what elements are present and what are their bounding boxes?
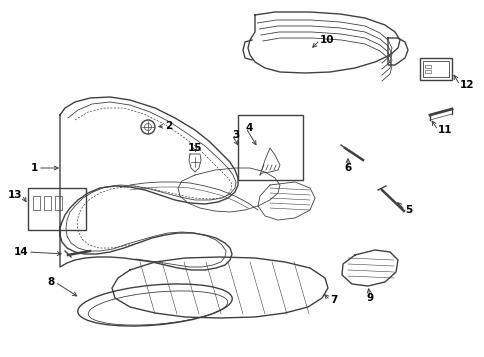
Text: 2: 2	[165, 121, 172, 131]
Text: 1: 1	[30, 163, 38, 173]
Text: 9: 9	[366, 293, 373, 303]
Text: 11: 11	[437, 125, 452, 135]
Text: 6: 6	[344, 163, 351, 173]
Bar	[422, 61, 448, 77]
Bar	[44, 196, 51, 210]
Bar	[424, 70, 430, 73]
Bar	[419, 58, 451, 80]
Text: 8: 8	[47, 277, 55, 287]
Bar	[238, 115, 302, 180]
Text: 10: 10	[319, 35, 334, 45]
Text: 14: 14	[14, 247, 28, 257]
Text: 3: 3	[231, 130, 239, 140]
Text: 7: 7	[329, 295, 337, 305]
Text: 15: 15	[187, 143, 202, 153]
Text: 4: 4	[245, 123, 253, 133]
Text: 13: 13	[7, 190, 22, 200]
Bar	[33, 196, 40, 210]
Text: 5: 5	[404, 205, 411, 215]
Bar	[55, 196, 62, 210]
Bar	[424, 65, 430, 68]
Bar	[28, 188, 86, 230]
Text: 12: 12	[459, 80, 473, 90]
